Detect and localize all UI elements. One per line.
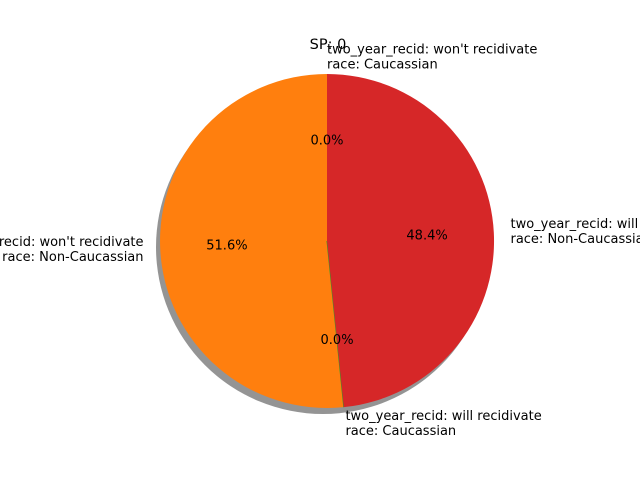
- pie-category-label-2: two_year_recid: will recidivate race: Cau…: [345, 409, 541, 439]
- pie-slice-1: [160, 74, 344, 408]
- pie-category-label-line: race: Caucassian: [327, 57, 438, 72]
- pie-slice-3: [327, 74, 495, 408]
- pie-category-label-line: two_year_recid: will recidivate: [510, 217, 640, 232]
- pie-label-layer: 0.0%two_year_recid: won't recidivate race…: [0, 42, 640, 438]
- pie-slice-layer: [160, 74, 495, 408]
- pie-category-label-line: two_year_recid: won't recidivate: [0, 235, 144, 250]
- chart-title: SP: 0: [310, 37, 347, 53]
- pie-pct-label-0: 0.0%: [310, 133, 343, 148]
- pie-pct-label-3: 48.4%: [406, 228, 447, 243]
- pie-category-label-line: two_year_recid: won't recidivate: [327, 42, 537, 57]
- pie-category-label-line: race: Non-Caucassian: [2, 250, 143, 265]
- pie-category-label-line: race: Non-Caucassian: [510, 232, 640, 247]
- pie-category-label-line: two_year_recid: will recidivate: [345, 409, 541, 424]
- pie-pct-label-2: 0.0%: [321, 333, 354, 348]
- pie-category-label-line: race: Caucassian: [345, 424, 456, 439]
- pie-category-label-0: two_year_recid: won't recidivate race: Ca…: [327, 42, 537, 72]
- pie-pct-label-1: 51.6%: [206, 239, 247, 254]
